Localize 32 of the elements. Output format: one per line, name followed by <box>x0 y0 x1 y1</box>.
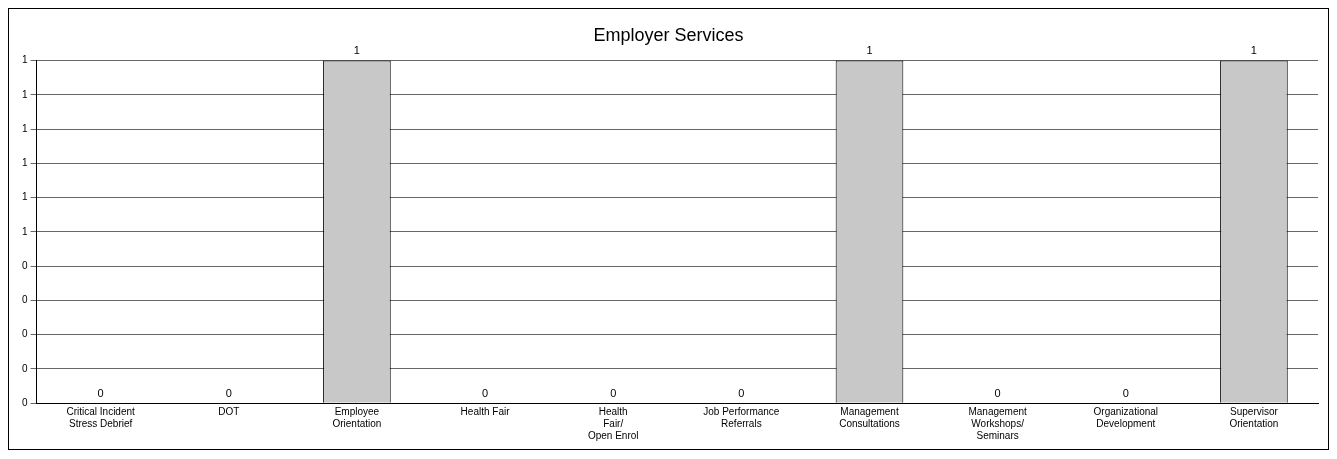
y-tick-label: 1 <box>22 54 28 66</box>
data-label: 1 <box>1250 44 1257 57</box>
y-tick-label: 0 <box>22 259 28 271</box>
y-tick-label: 0 <box>22 328 28 340</box>
data-label: 1 <box>353 44 360 57</box>
x-tick-label: Management Workshops/ Seminars <box>968 405 1028 441</box>
data-label: 0 <box>994 386 1001 399</box>
y-tick-label: 0 <box>22 362 28 374</box>
y-tick-label: 1 <box>22 122 28 134</box>
x-tick-label: Management Consultations <box>839 405 900 429</box>
x-tick-label: Organizational Development <box>1093 405 1159 429</box>
data-label: 0 <box>610 386 617 399</box>
x-tick-label: Job Performance Referrals <box>703 405 780 429</box>
data-label: 0 <box>225 386 232 399</box>
y-tick-label: 1 <box>22 191 28 203</box>
y-tick-label: 0 <box>22 294 28 306</box>
y-tick-label: 1 <box>22 225 28 237</box>
data-label: 0 <box>482 386 489 399</box>
x-tick-label: Employee Orientation <box>332 405 382 429</box>
x-tick-label: Critical Incident Stress Debrief <box>66 405 136 429</box>
data-label: 0 <box>97 386 104 399</box>
x-tick-label: Health Fair <box>460 405 511 417</box>
x-tick-label: DOT <box>218 405 240 417</box>
data-label: 0 <box>738 386 745 399</box>
x-tick-label: Supervisor Orientation <box>1229 405 1279 429</box>
x-tick-label: Health Fair/ Open Enrol <box>587 405 639 441</box>
chart-title: Employer Services <box>593 24 744 45</box>
data-label: 1 <box>866 44 873 57</box>
y-tick-label: 1 <box>22 157 28 169</box>
y-tick-label: 0 <box>22 396 28 408</box>
data-label: 0 <box>1122 386 1129 399</box>
y-tick-label: 1 <box>22 88 28 100</box>
